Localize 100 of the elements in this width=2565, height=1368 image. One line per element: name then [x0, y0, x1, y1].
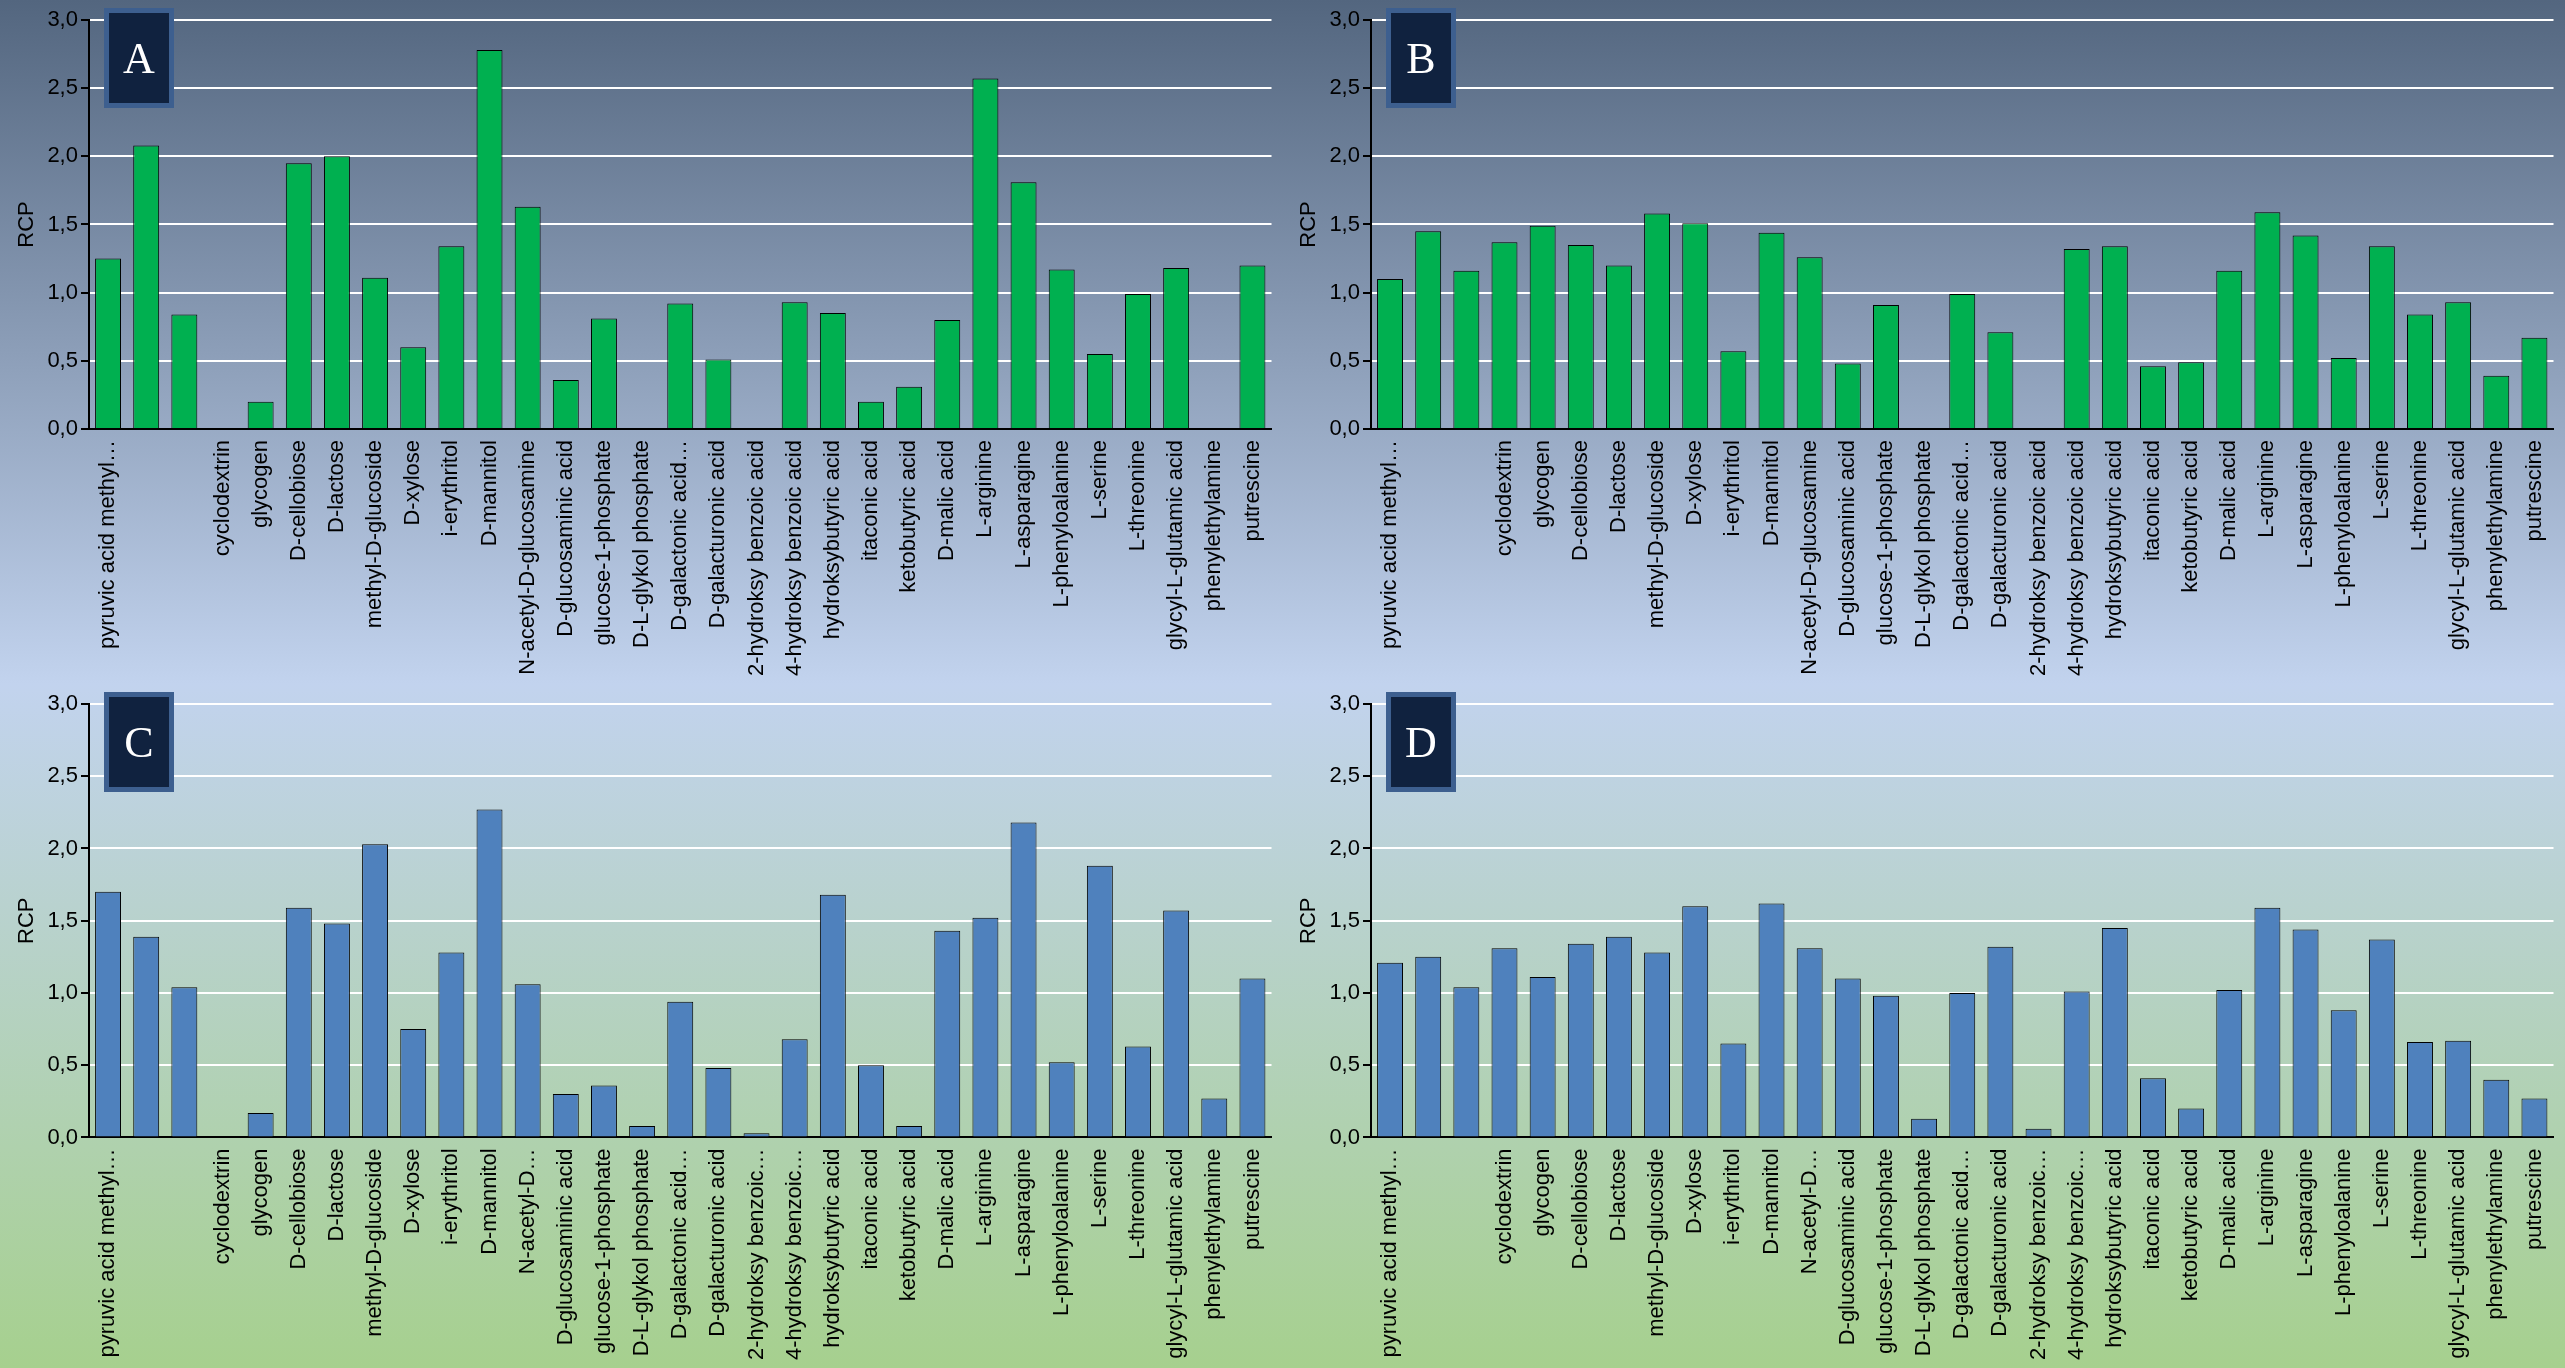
- x-tick-label: glucose-1-phosphate: [1872, 1148, 1898, 1354]
- x-tick-label: D-cellobiose: [1566, 1148, 1592, 1270]
- y-tick-label: 1,0: [1329, 278, 1360, 304]
- x-tick-label: cyclodextrin: [1490, 1148, 1516, 1265]
- x-tick-label: N-acetyl-D…: [1795, 1148, 1821, 1275]
- x-tick-label: N-acetyl-D-glucosamine: [513, 439, 539, 675]
- x-tick-label: 4-hydroksy benzoic acid: [780, 439, 806, 677]
- x-tick-label: methyl-D-glucoside: [1643, 439, 1669, 629]
- x-tick-label: D-L-glykol phosphate: [1910, 439, 1936, 648]
- x-tick-label: L-phenyloalanine: [2329, 439, 2355, 608]
- y-tick-label: 3,0: [1329, 690, 1360, 716]
- y-tick-label: 1,0: [47, 278, 78, 304]
- x-tick-label: cyclodextrin: [208, 439, 234, 557]
- x-tick-label: L-threonine: [1124, 1148, 1150, 1260]
- x-tick-label: D-lactose: [1605, 439, 1630, 533]
- y-tick-label: 2,5: [1329, 762, 1360, 788]
- y-axis-title: RCP: [13, 201, 39, 248]
- x-tick-label: cyclodextrin: [208, 1148, 234, 1265]
- x-tick-label: D-L-glykol phosphate: [628, 439, 654, 648]
- x-tick-label: pyruvic acid methyl…: [1376, 1148, 1402, 1358]
- x-tick-label: hydroksybutyric acid: [2100, 1148, 2126, 1348]
- x-tick-label: L-serine: [2367, 439, 2393, 520]
- y-tick-label: 2,5: [47, 74, 78, 100]
- x-tick-label: D-malic acid: [933, 439, 959, 562]
- y-tick-label: 3,0: [47, 690, 78, 716]
- x-tick-label: D-L-glykol phosphate: [628, 1148, 654, 1357]
- y-tick-label: 2,5: [1329, 74, 1360, 100]
- x-tick-label: L-threonine: [2406, 439, 2432, 552]
- x-tick-label: i-erythritol: [1719, 439, 1745, 537]
- x-tick-label: D-glucosaminic acid: [1833, 439, 1859, 637]
- x-tick-label: 2-hydroksy benzoic…: [2024, 1148, 2050, 1361]
- x-tick-label: pyruvic acid methyl…: [1376, 439, 1402, 650]
- y-tick-label: 0,0: [1329, 1123, 1360, 1149]
- chart-title: D: [1385, 692, 1456, 792]
- x-tick-label: hydroksybutyric acid: [818, 1148, 844, 1348]
- x-tick-label: D-mannitol: [475, 1148, 501, 1255]
- x-tick-label: itaconic acid: [857, 1148, 883, 1270]
- x-tick-label: L-threonine: [1124, 439, 1150, 552]
- x-tick-label: 2-hydroksy benzoic…: [742, 1148, 768, 1361]
- x-tick-label: L-asparagine: [2291, 439, 2317, 569]
- x-tick-label: glycyl-L-glutamic acid: [2444, 1148, 2470, 1359]
- x-tick-label: D-L-glykol phosphate: [1910, 1148, 1936, 1357]
- y-tick-label: 2,0: [47, 834, 78, 860]
- x-tick-label: L-asparagine: [2291, 1148, 2317, 1277]
- x-tick-label: D-malic acid: [933, 1148, 959, 1270]
- y-tick-label: 0,0: [47, 1123, 78, 1149]
- y-tick-label: 0,5: [47, 1051, 78, 1077]
- y-tick-label: 1,5: [1329, 210, 1360, 236]
- x-tick-label: glycyl-L-glutamic acid: [1162, 1148, 1188, 1359]
- x-tick-label: N-acetyl-D-glucosamine: [1795, 439, 1821, 675]
- x-tick-label: D-galactonic acid…: [1948, 439, 1974, 631]
- x-tick-label: putrescine: [2520, 1148, 2546, 1250]
- x-tick-label: D-lactose: [323, 1148, 348, 1242]
- y-tick-label: 0,0: [1329, 415, 1360, 441]
- x-tick-label: ketobutyric acid: [2177, 439, 2203, 593]
- x-tick-label: L-arginine: [2253, 1148, 2279, 1247]
- x-tick-label: D-xylose: [399, 1148, 425, 1235]
- x-tick-label: D-glucosaminic acid: [551, 439, 577, 637]
- x-tick-label: i-erythritol: [1719, 1148, 1745, 1246]
- x-tick-label: putrescine: [1238, 439, 1264, 542]
- chart-title: A: [103, 8, 174, 108]
- y-tick-label: 0,5: [47, 346, 78, 372]
- x-tick-label: D-cellobiose: [284, 439, 310, 562]
- x-tick-label: phenylethylamine: [2482, 1148, 2508, 1320]
- x-tick-label: 4-hydroksy benzoic…: [2062, 1148, 2088, 1361]
- x-tick-label: D-mannitol: [1757, 1148, 1783, 1255]
- y-tick-label: 0,5: [1329, 346, 1360, 372]
- y-axis-title: RCP: [1295, 897, 1321, 944]
- x-tick-label: putrescine: [2520, 439, 2546, 542]
- y-tick-label: 1,0: [47, 979, 78, 1005]
- x-tick-label: D-malic acid: [2215, 1148, 2241, 1270]
- x-tick-label: D-galactonic acid…: [666, 439, 692, 631]
- x-tick-label: D-galactonic acid…: [1948, 1148, 1974, 1340]
- x-tick-label: pyruvic acid methyl…: [94, 1148, 120, 1358]
- y-tick-label: 2,0: [1329, 142, 1360, 168]
- x-tick-label: L-serine: [1085, 1148, 1111, 1228]
- x-tick-label: glucose-1-phosphate: [1872, 439, 1898, 646]
- x-tick-label: D-glucosaminic acid: [551, 1148, 577, 1346]
- x-tick-label: L-threonine: [2406, 1148, 2432, 1260]
- chart-title: B: [1385, 8, 1456, 108]
- x-tick-label: L-arginine: [971, 439, 997, 538]
- y-tick-label: 1,5: [47, 210, 78, 236]
- x-tick-label: glycyl-L-glutamic acid: [1162, 439, 1188, 651]
- y-axis-title: RCP: [13, 897, 39, 944]
- x-tick-label: glycogen: [1528, 439, 1554, 529]
- y-tick-label: 2,0: [47, 142, 78, 168]
- y-tick-label: 2,0: [1329, 834, 1360, 860]
- x-tick-label: itaconic acid: [2139, 1148, 2165, 1270]
- x-tick-label: L-asparagine: [1009, 439, 1035, 569]
- y-tick-label: 2,5: [47, 762, 78, 788]
- x-tick-label: methyl-D-glucoside: [361, 1148, 387, 1337]
- x-tick-label: putrescine: [1238, 1148, 1264, 1250]
- x-tick-label: i-erythritol: [437, 439, 463, 537]
- x-tick-label: D-lactose: [323, 439, 348, 533]
- x-tick-label: 2-hydroksy benzoic acid: [742, 439, 768, 677]
- x-tick-label: phenylethylamine: [1200, 1148, 1226, 1320]
- x-tick-label: D-glucosaminic acid: [1833, 1148, 1859, 1346]
- x-tick-label: 4-hydroksy benzoic acid: [2062, 439, 2088, 677]
- x-tick-label: glycyl-L-glutamic acid: [2444, 439, 2470, 651]
- x-tick-label: D-xylose: [399, 439, 425, 526]
